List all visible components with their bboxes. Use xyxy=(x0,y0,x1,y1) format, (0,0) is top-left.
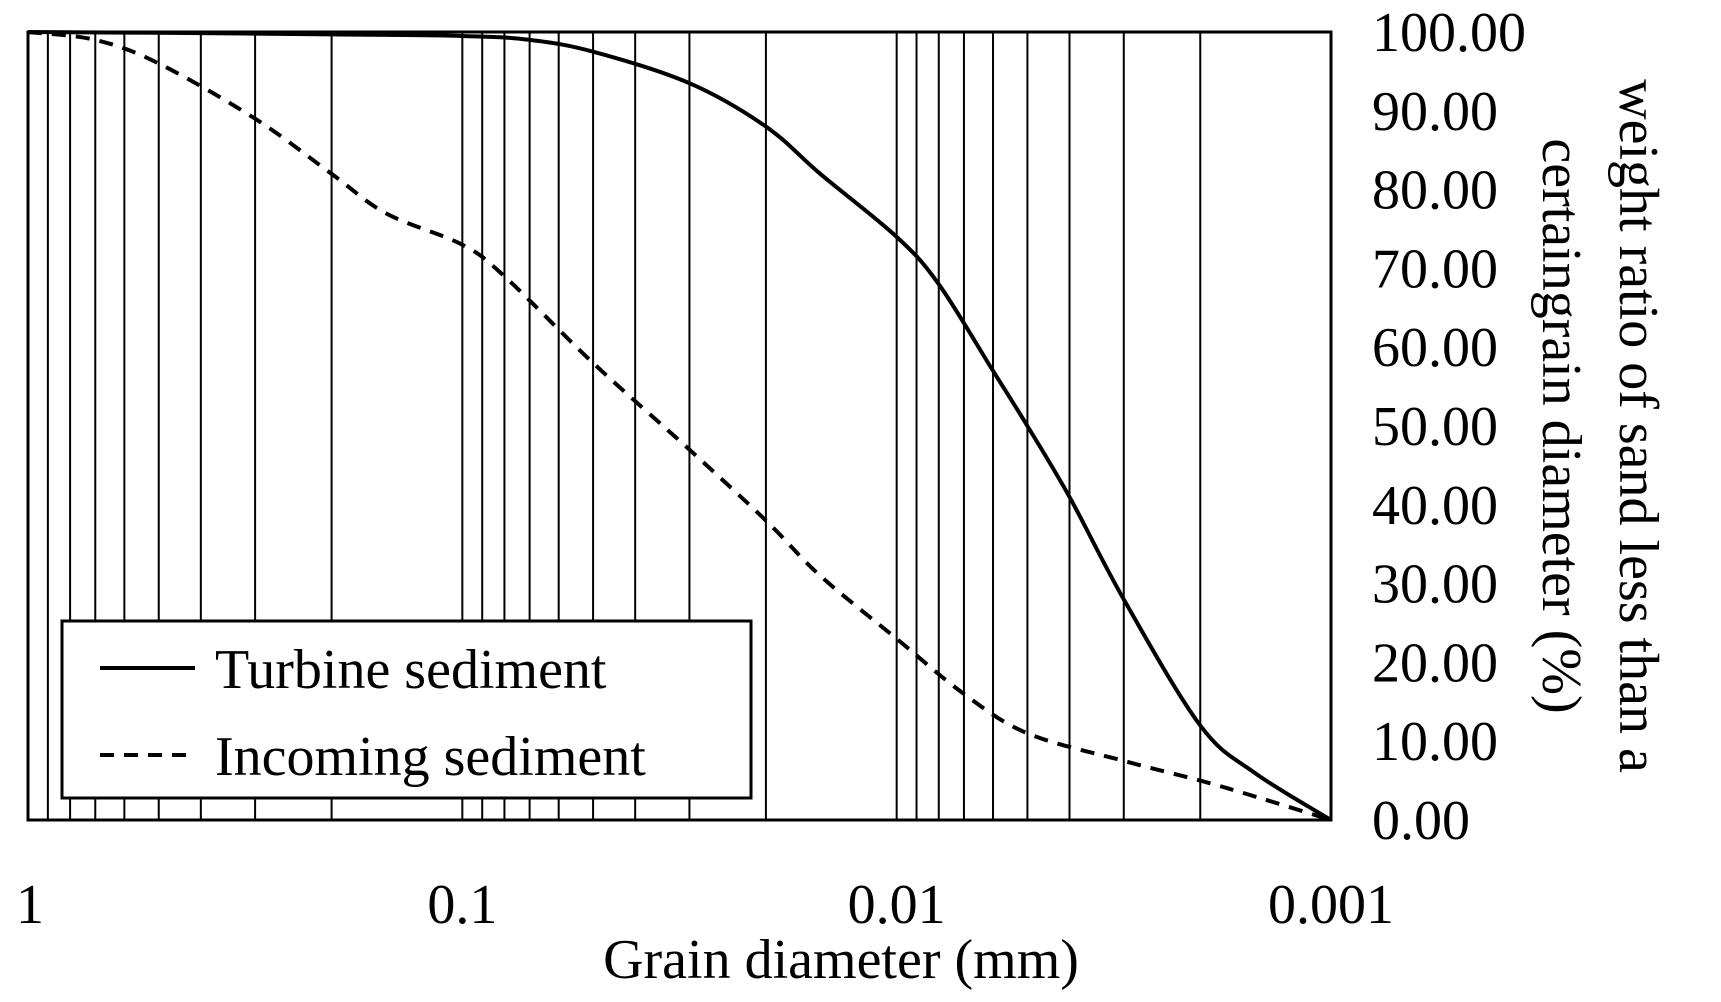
y-tick-label: 30.00 xyxy=(1372,554,1498,616)
y-tick-label: 50.00 xyxy=(1372,396,1498,458)
series-line-incoming-sediment xyxy=(27,30,1332,822)
y-tick-label: 60.00 xyxy=(1372,317,1498,379)
legend-label-incoming: Incoming sediment xyxy=(215,726,646,788)
y-tick-label: 0.00 xyxy=(1372,790,1470,852)
x-axis-label: Grain diameter (mm) xyxy=(603,929,1079,991)
y-axis-label-line-1: weight ratio of sand less than a xyxy=(1607,79,1669,773)
series-line-turbine-sediment xyxy=(27,30,1333,822)
y-tick-label: 10.00 xyxy=(1372,711,1498,773)
y-tick-label: 80.00 xyxy=(1372,160,1498,222)
x-axis: 1 0.1 0.01 0.001 xyxy=(16,874,1394,936)
series-layer xyxy=(27,30,1333,822)
x-tick-label: 0.001 xyxy=(1268,874,1394,936)
y-tick-label: 100.00 xyxy=(1372,2,1526,64)
y-tick-label: 20.00 xyxy=(1372,632,1498,694)
x-tick-label: 0.1 xyxy=(427,874,497,936)
y-axis: 0.00 10.00 20.00 30.00 40.00 50.00 60.00 70.00 8… xyxy=(1372,2,1526,852)
y-axis-label-line-2: certaingrain diameter (%) xyxy=(1530,138,1592,713)
legend-box xyxy=(60,619,753,800)
x-tick-label: 1 xyxy=(16,874,44,936)
y-tick-label: 70.00 xyxy=(1372,238,1498,300)
y-tick-label: 40.00 xyxy=(1372,475,1498,537)
y-tick-label: 90.00 xyxy=(1372,81,1498,143)
legend-label-turbine: Turbine sediment xyxy=(215,639,607,701)
legend: Turbine sediment Incoming sediment xyxy=(60,619,753,800)
plot-area xyxy=(26,30,1333,822)
y-axis-label: weight ratio of sand less than a certain… xyxy=(1530,79,1669,773)
x-tick-label: 0.01 xyxy=(848,874,946,936)
